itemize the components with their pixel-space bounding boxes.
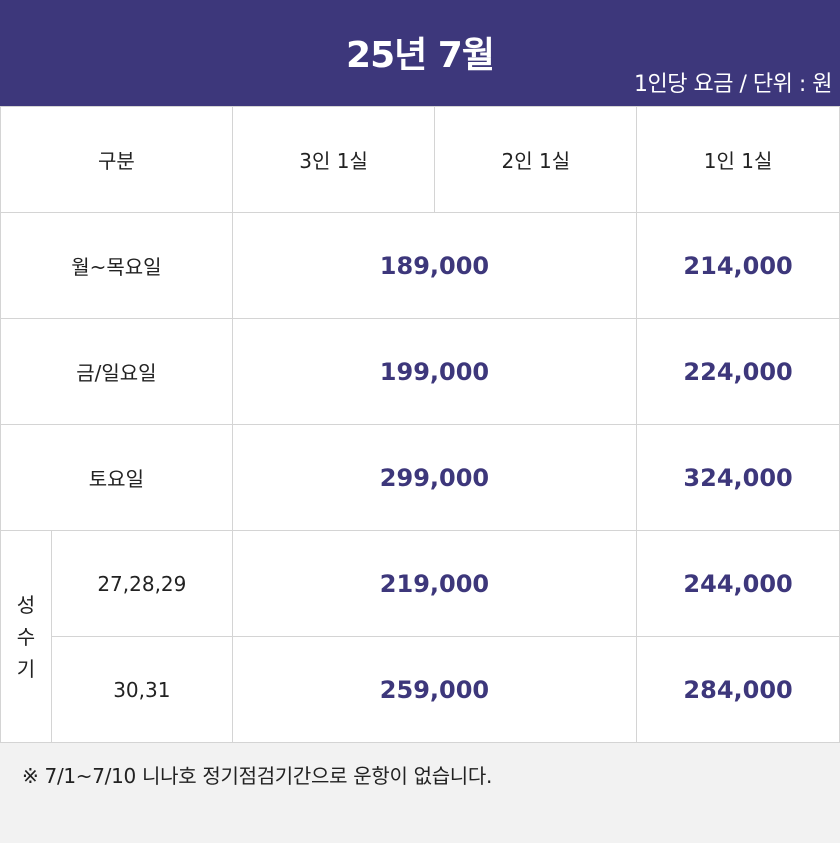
row-label: 월~목요일 bbox=[0, 212, 233, 319]
shared-room-price: 219,000 bbox=[231, 530, 638, 637]
shared-room-price: 299,000 bbox=[231, 424, 638, 531]
header-category: 구분 bbox=[0, 106, 233, 213]
peak-char: 수 bbox=[16, 624, 36, 649]
row-label: 27,28,29 bbox=[50, 530, 233, 637]
shared-room-price: 189,000 bbox=[231, 212, 638, 319]
shared-room-price: 259,000 bbox=[231, 636, 638, 743]
single-room-price: 284,000 bbox=[636, 636, 840, 743]
row-label: 금/일요일 bbox=[0, 318, 233, 425]
row-label: 토요일 bbox=[0, 424, 233, 531]
table-row: 성 수 기 27,28,29 219,000 244,000 bbox=[0, 530, 840, 743]
table-row: 토요일 299,000 324,000 bbox=[0, 424, 840, 531]
peak-char: 기 bbox=[16, 656, 36, 681]
single-room-price: 324,000 bbox=[636, 424, 840, 531]
header-triple-room: 3인 1실 bbox=[231, 106, 436, 213]
header-single-room: 1인 1실 bbox=[636, 106, 840, 213]
peak-season-label: 성 수 기 bbox=[0, 530, 52, 743]
table-row: 금/일요일 199,000 224,000 bbox=[0, 318, 840, 425]
table-row: 30,31 259,000 284,000 bbox=[1, 636, 840, 743]
unit-note: 1인당 요금 / 단위 : 원 bbox=[634, 72, 832, 97]
table-row: 월~목요일 189,000 214,000 bbox=[0, 212, 840, 319]
table-header-row: 구분 3인 1실 2인 1실 1인 1실 bbox=[0, 106, 840, 213]
single-room-price: 244,000 bbox=[636, 530, 840, 637]
rate-table: 구분 3인 1실 2인 1실 1인 1실 월~목요일 189,000 214,0… bbox=[0, 106, 840, 743]
peak-char: 성 bbox=[16, 592, 36, 617]
single-room-price: 214,000 bbox=[636, 212, 840, 319]
header-double-room: 2인 1실 bbox=[434, 106, 638, 213]
page-title: 25년 7월 bbox=[346, 35, 495, 76]
single-room-price: 224,000 bbox=[636, 318, 840, 425]
shared-room-price: 199,000 bbox=[231, 318, 638, 425]
page-header: 25년 7월 1인당 요금 / 단위 : 원 bbox=[0, 0, 840, 106]
footnote: ※ 7/1~7/10 니나호 정기점검기간으로 운항이 없습니다. bbox=[22, 764, 493, 788]
row-label: 30,31 bbox=[50, 636, 233, 743]
